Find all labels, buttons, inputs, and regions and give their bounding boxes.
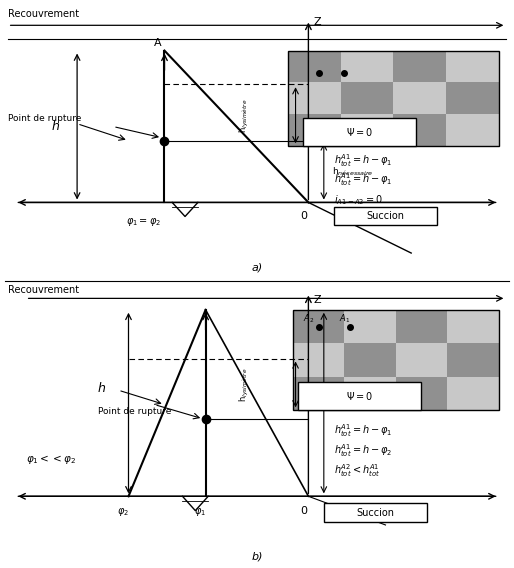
Bar [393, 82, 446, 114]
Text: h$_{nécessaire}$: h$_{nécessaire}$ [332, 165, 373, 178]
Bar [447, 343, 499, 377]
Bar [293, 343, 344, 377]
Text: $h_{tot}^{A1} = h-\varphi_2$: $h_{tot}^{A1} = h-\varphi_2$ [334, 442, 393, 459]
Bar [447, 377, 499, 410]
Bar [293, 310, 344, 343]
Text: Point de rupture: Point de rupture [8, 114, 81, 123]
Bar [446, 51, 499, 82]
Text: $i_{A1-A2} = 0$: $i_{A1-A2} = 0$ [334, 193, 383, 207]
Text: $\varphi_1 << \varphi_2$: $\varphi_1 << \varphi_2$ [26, 453, 76, 466]
Bar [344, 343, 396, 377]
Bar [293, 310, 499, 410]
Bar [288, 51, 499, 146]
Bar [341, 51, 393, 82]
Text: $\Psi = 0$: $\Psi = 0$ [346, 126, 373, 138]
Text: A: A [154, 38, 162, 48]
Text: 0: 0 [301, 506, 308, 516]
Bar [324, 503, 427, 522]
Bar [396, 343, 447, 377]
Bar [344, 310, 396, 343]
Bar [393, 51, 446, 82]
Text: $\varphi_1 = \varphi_2$: $\varphi_1 = \varphi_2$ [126, 216, 161, 228]
Bar [298, 382, 421, 410]
Bar [447, 310, 499, 343]
Text: Z: Z [314, 18, 321, 27]
Bar [446, 82, 499, 114]
Text: Point de rupture: Point de rupture [98, 407, 171, 416]
Bar [396, 310, 447, 343]
Text: $\varphi_2$: $\varphi_2$ [117, 506, 130, 518]
Text: h$_{lysimètre}$: h$_{lysimètre}$ [237, 367, 251, 402]
Bar [334, 207, 437, 225]
Bar [341, 82, 393, 114]
Text: $h_{tot}^{A1} = h-\varphi_1$: $h_{tot}^{A1} = h-\varphi_1$ [334, 172, 393, 189]
Bar [341, 114, 393, 146]
Text: $A_1$: $A_1$ [339, 312, 351, 325]
Text: Succion: Succion [356, 508, 394, 518]
Text: a): a) [251, 262, 263, 272]
Text: h$_{lysimètre}$: h$_{lysimètre}$ [237, 98, 251, 132]
Text: b): b) [251, 552, 263, 562]
Text: h: h [51, 120, 59, 133]
Bar [288, 51, 341, 82]
Bar [396, 377, 447, 410]
Text: $\Psi = 0$: $\Psi = 0$ [346, 390, 373, 402]
Bar [446, 114, 499, 146]
Text: Z: Z [314, 295, 321, 305]
Text: $h_{tot}^{A2} < h_{tot}^{A1}$: $h_{tot}^{A2} < h_{tot}^{A1}$ [334, 462, 380, 479]
Bar [393, 114, 446, 146]
Text: Recouvrement: Recouvrement [8, 285, 79, 295]
Text: $A_2$: $A_2$ [303, 312, 315, 325]
Bar [293, 377, 344, 410]
Text: h$_{nécessaire}$>>h$_{lysimètre}$: h$_{nécessaire}$>>h$_{lysimètre}$ [329, 396, 411, 410]
Text: $h_{tot}^{A1} = h-\varphi_1$: $h_{tot}^{A1} = h-\varphi_1$ [334, 152, 393, 169]
Bar [344, 377, 396, 410]
Text: $h_{tot}^{A1} = h-\varphi_1$: $h_{tot}^{A1} = h-\varphi_1$ [334, 422, 393, 438]
Text: h: h [98, 382, 105, 395]
Text: $\varphi_1$: $\varphi_1$ [194, 506, 207, 518]
Bar [303, 118, 416, 146]
Text: Succion: Succion [366, 211, 405, 221]
Text: Recouvrement: Recouvrement [8, 9, 79, 19]
Bar [288, 82, 341, 114]
Bar [288, 114, 341, 146]
Text: 0: 0 [301, 211, 308, 222]
